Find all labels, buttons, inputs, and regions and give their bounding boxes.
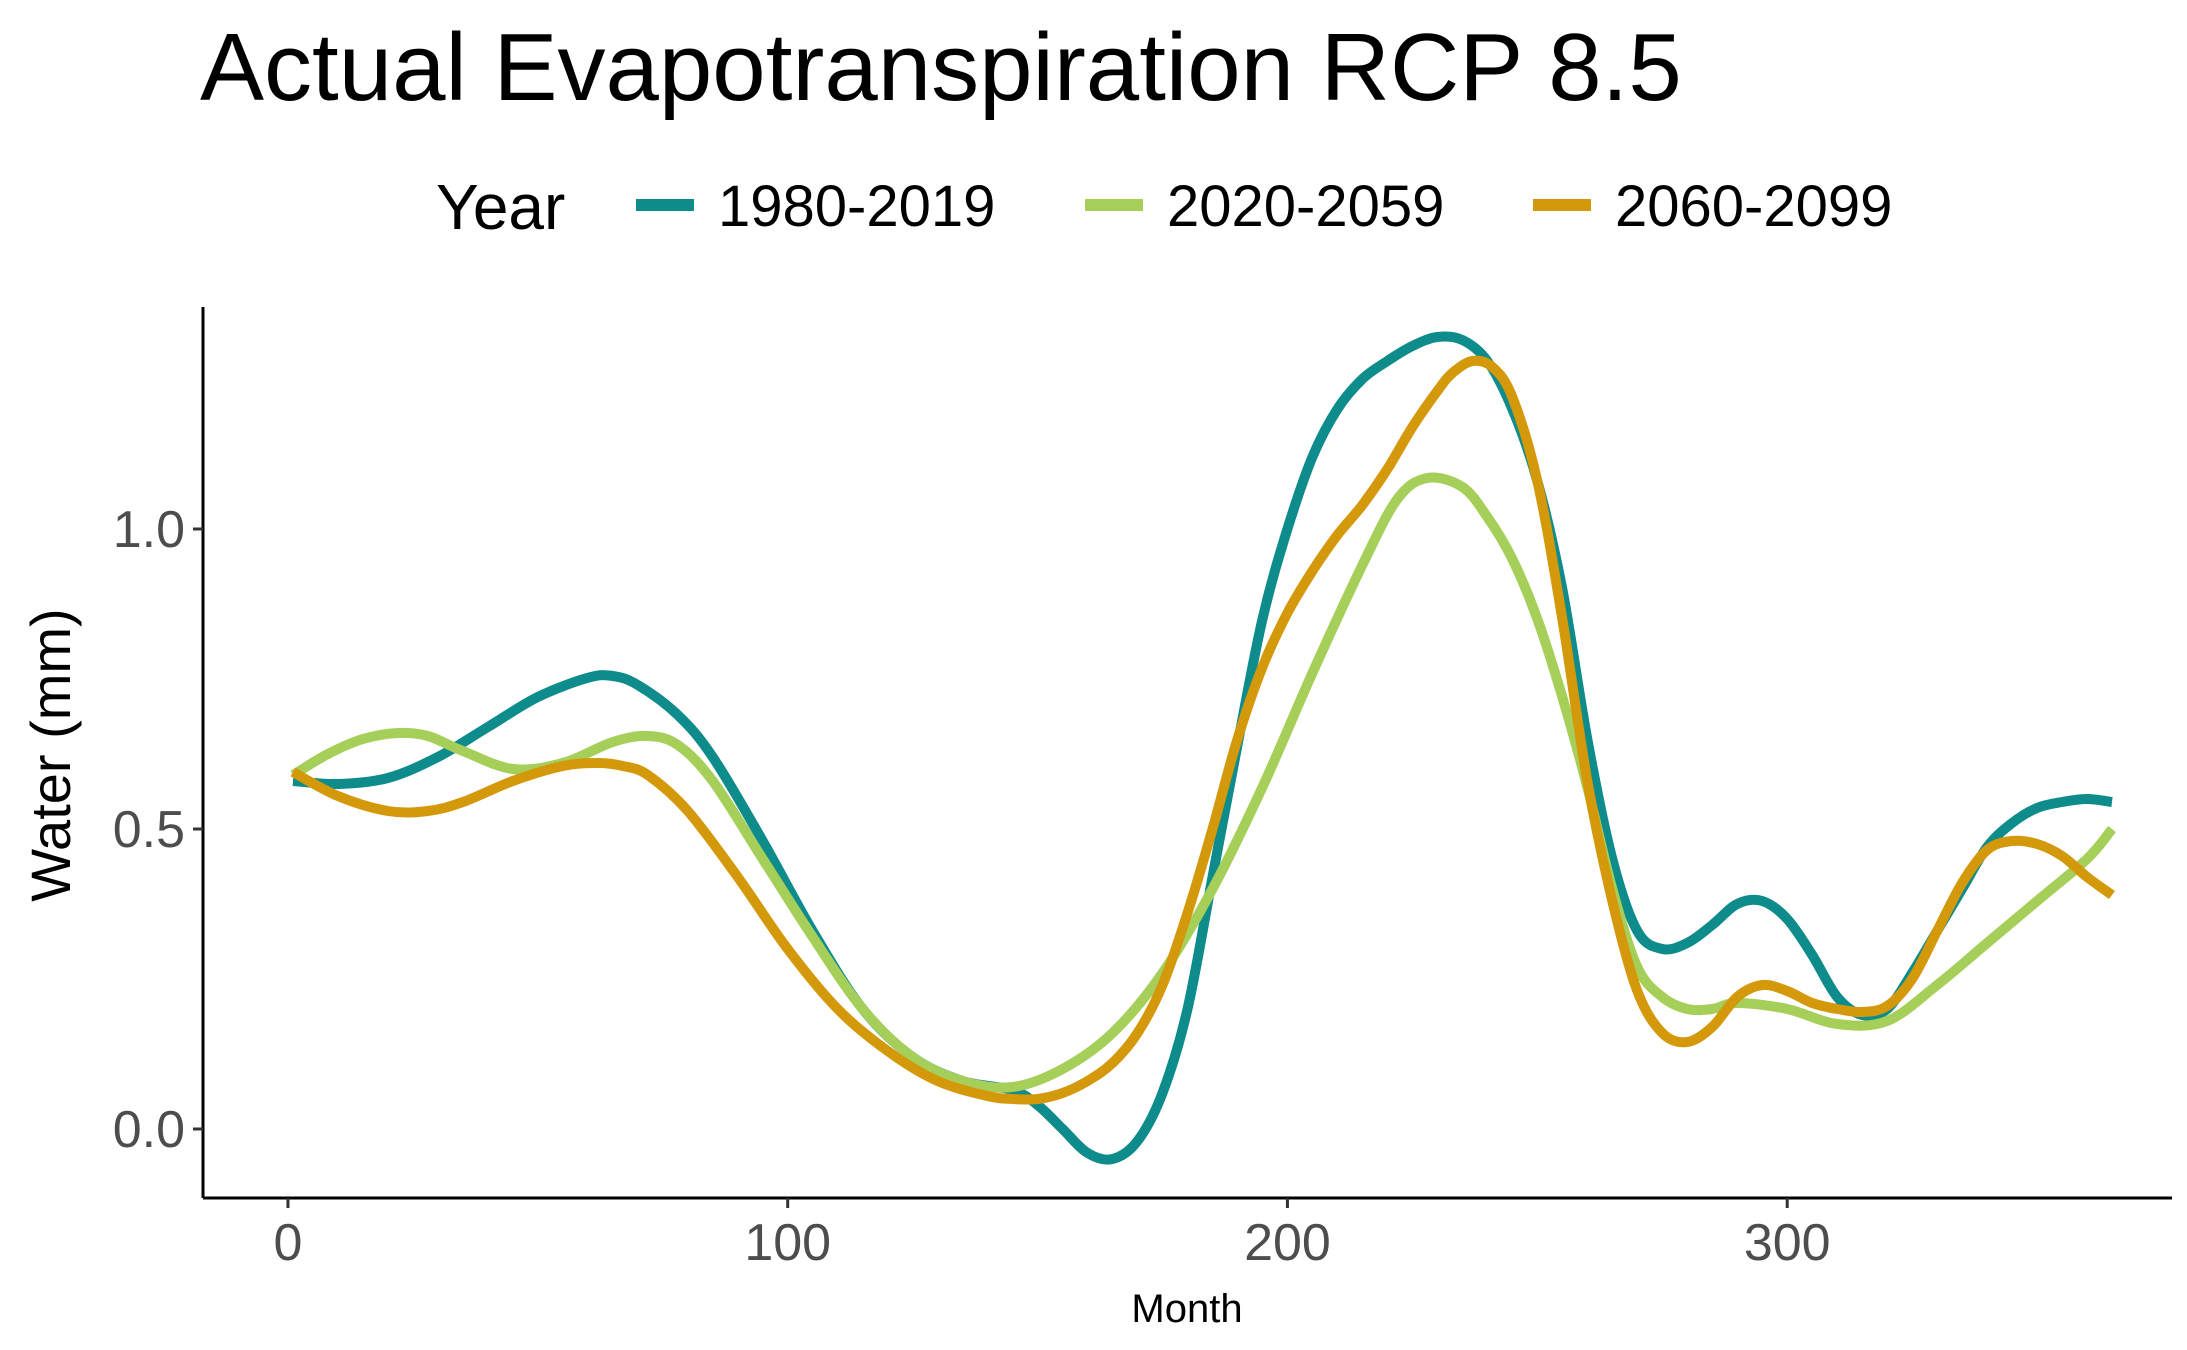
chart-title: Actual Evapotranspiration RCP 8.5 [200, 14, 1682, 121]
x-tick-label: 300 [1744, 1214, 1831, 1272]
legend: Year 1980-2019 2020-2059 2060-2099 [436, 171, 1892, 243]
legend-items: 1980-2019 2020-2059 2060-2099 [636, 174, 1892, 239]
y-axis-title: Water (mm) [19, 608, 82, 901]
legend-label: 2020-2059 [1167, 174, 1444, 239]
x-tick-label: 200 [1244, 1214, 1331, 1272]
series-layer [290, 331, 2116, 1165]
x-axis-ticks: 0 100 200 300 [273, 1198, 1831, 1272]
series-line-2060-2099 [290, 355, 2115, 1105]
plot-area: 0.0 0.5 1.0 0 100 200 300 [113, 307, 2172, 1272]
y-tick-label: 1.0 [113, 501, 185, 559]
y-axis-ticks: 0.0 0.5 1.0 [113, 501, 203, 1159]
legend-label: 2060-2099 [1615, 174, 1892, 239]
y-tick-label: 0.0 [113, 1101, 185, 1159]
x-axis-title: Month [1131, 1287, 1242, 1331]
x-tick-label: 100 [744, 1214, 831, 1272]
legend-label: 1980-2019 [718, 174, 995, 239]
legend-title: Year [436, 171, 565, 243]
series-line-1980-2019 [292, 331, 2113, 1165]
y-tick-label: 0.5 [113, 801, 185, 859]
x-tick-label: 0 [273, 1214, 302, 1272]
